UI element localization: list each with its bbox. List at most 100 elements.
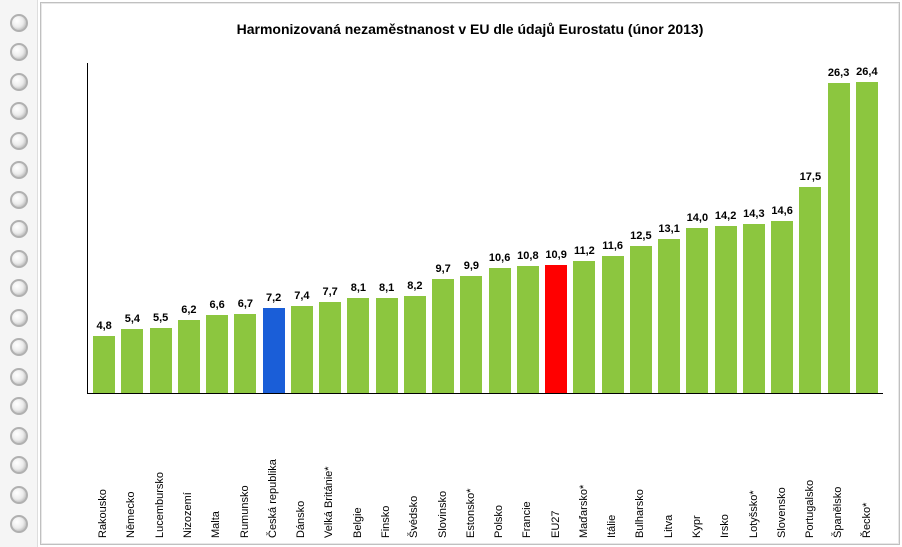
bar-rect <box>828 83 850 393</box>
label-column: Řecko* <box>854 394 880 544</box>
bar-value-label: 9,7 <box>435 263 450 275</box>
category-label: Belgie <box>352 394 364 544</box>
bar-rect <box>93 336 115 393</box>
bar-rect <box>263 308 285 393</box>
label-column: Velká Británie* <box>316 394 342 544</box>
label-column: Finsko <box>373 394 399 544</box>
label-column: Itálie <box>599 394 625 544</box>
bar-column: 9,9 <box>458 63 484 393</box>
bar-column: 11,6 <box>600 63 626 393</box>
bar-column: 4,8 <box>91 63 117 393</box>
bar-column: 8,2 <box>402 63 428 393</box>
binder-ring <box>10 456 28 474</box>
bar-rect <box>856 82 878 393</box>
bar-rect <box>319 302 341 393</box>
label-column: Lucembursko <box>147 394 173 544</box>
bar-rect <box>630 246 652 393</box>
binder-ring <box>10 102 28 120</box>
binder-ring <box>10 161 28 179</box>
bar-value-label: 12,5 <box>630 230 651 242</box>
bar-rect <box>715 226 737 393</box>
bar-value-label: 26,3 <box>828 67 849 79</box>
bar-value-label: 10,9 <box>545 249 566 261</box>
bar-column: 26,4 <box>854 63 880 393</box>
bar-column: 10,9 <box>543 63 569 393</box>
bar-value-label: 9,9 <box>464 260 479 272</box>
bar-value-label: 14,2 <box>715 210 736 222</box>
label-column: Portugalsko <box>797 394 823 544</box>
label-column: Irsko <box>712 394 738 544</box>
category-label: Finsko <box>380 394 392 544</box>
bar-column: 5,5 <box>148 63 174 393</box>
bar-value-label: 17,5 <box>800 171 821 183</box>
label-column: Estonsko* <box>458 394 484 544</box>
bar-column: 6,6 <box>204 63 230 393</box>
bar-value-label: 8,1 <box>379 282 394 294</box>
label-column: Dánsko <box>288 394 314 544</box>
bar-rect <box>234 314 256 393</box>
bar-value-label: 14,0 <box>687 212 708 224</box>
bar-value-label: 11,6 <box>602 240 623 252</box>
category-label: Řecko* <box>861 394 873 544</box>
bar-value-label: 7,4 <box>294 290 309 302</box>
category-label: Slovinsko <box>437 394 449 544</box>
category-label: EU27 <box>550 394 562 544</box>
bar-column: 12,5 <box>628 63 654 393</box>
category-label: Litva <box>663 394 675 544</box>
bar-rect <box>291 306 313 393</box>
label-column: Bulharsko <box>627 394 653 544</box>
bar-rect <box>178 320 200 393</box>
bar-rect <box>121 329 143 393</box>
category-label: Dánsko <box>295 394 307 544</box>
bar-rect <box>602 256 624 393</box>
bar-value-label: 5,5 <box>153 312 168 324</box>
label-column: Slovensko <box>769 394 795 544</box>
bar-value-label: 6,6 <box>209 299 224 311</box>
bar-rect <box>150 328 172 393</box>
label-column: Německo <box>118 394 144 544</box>
label-column: Česká republika <box>260 394 286 544</box>
bar-value-label: 8,2 <box>407 280 422 292</box>
bar-column: 14,6 <box>769 63 795 393</box>
binder-ring <box>10 397 28 415</box>
category-label: Rakousko <box>97 394 109 544</box>
bar-column: 26,3 <box>826 63 852 393</box>
chart-container: Harmonizovaná nezaměstnanost v EU dle úd… <box>40 2 900 545</box>
category-label: Bulharsko <box>634 394 646 544</box>
bars-group: 4,85,45,56,26,66,77,27,47,78,18,18,29,79… <box>88 63 883 393</box>
category-label: Estonsko* <box>465 394 477 544</box>
category-label: Slovensko <box>776 394 788 544</box>
category-label: Itálie <box>606 394 618 544</box>
label-column: Kypr <box>684 394 710 544</box>
bar-column: 9,7 <box>430 63 456 393</box>
bar-rect <box>404 296 426 393</box>
bar-column: 13,1 <box>656 63 682 393</box>
bar-rect <box>376 298 398 393</box>
binder-ring <box>10 43 28 61</box>
category-label: Polsko <box>493 394 505 544</box>
binder-ring <box>10 309 28 327</box>
bar-column: 7,4 <box>289 63 315 393</box>
category-label: Malta <box>210 394 222 544</box>
bar-value-label: 6,7 <box>238 298 253 310</box>
bar-value-label: 8,1 <box>351 282 366 294</box>
label-column: Rakousko <box>90 394 116 544</box>
category-label: Německo <box>125 394 137 544</box>
bar-rect <box>799 187 821 393</box>
label-column: Maďarsko* <box>571 394 597 544</box>
label-column: EU27 <box>543 394 569 544</box>
category-label: Španělsko <box>832 394 844 544</box>
category-label: Irsko <box>719 394 731 544</box>
bar-value-label: 10,6 <box>489 252 510 264</box>
bar-rect <box>489 268 511 393</box>
bar-column: 8,1 <box>374 63 400 393</box>
bar-column: 6,7 <box>232 63 258 393</box>
binder-rings <box>0 0 38 547</box>
binder-ring <box>10 132 28 150</box>
bar-column: 11,2 <box>571 63 597 393</box>
category-label: Francie <box>521 394 533 544</box>
bar-value-label: 14,3 <box>743 208 764 220</box>
category-label: Rumunsko <box>239 394 251 544</box>
binder-ring <box>10 368 28 386</box>
binder-ring <box>10 486 28 504</box>
